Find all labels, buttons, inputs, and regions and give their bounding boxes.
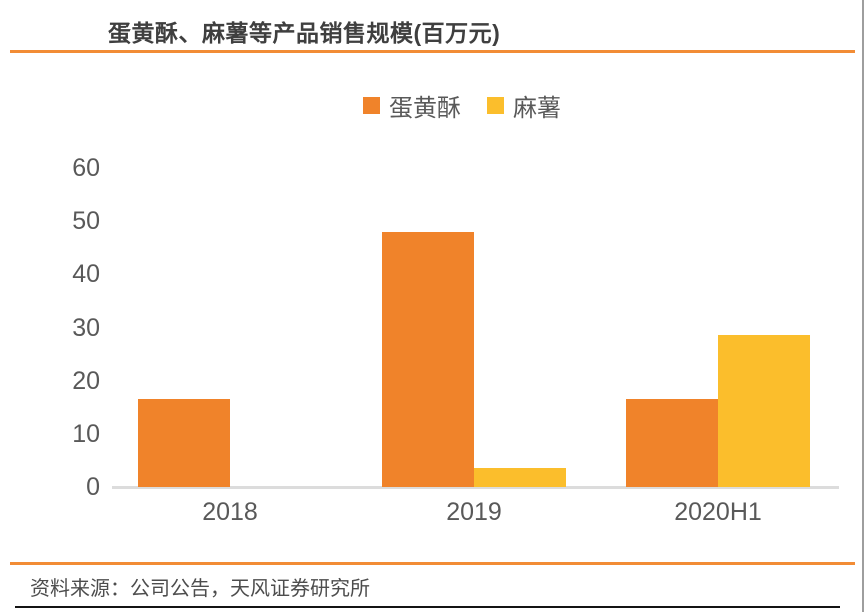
x-axis-label-2018: 2018 (202, 498, 258, 526)
bar-mochi-2019 (474, 468, 566, 487)
bar-egg-yolk-pastry-2018 (138, 399, 230, 487)
y-tick-label: 0 (86, 473, 100, 501)
y-tick-label: 30 (72, 313, 100, 342)
legend-swatch-orange-icon (363, 97, 380, 114)
x-axis-label-2019: 2019 (446, 498, 502, 526)
bar-mochi-2020H1 (718, 335, 810, 487)
legend-label: 蛋黄酥 (389, 95, 461, 122)
legend-swatch-yellow-icon (487, 97, 504, 114)
chart-legend: 蛋黄酥 麻薯 (0, 88, 866, 123)
chart-title: 蛋黄酥、麻薯等产品销售规模(百万元) (108, 20, 501, 46)
y-tick-label: 60 (72, 154, 100, 182)
legend-item-mochi: 麻薯 (487, 88, 561, 123)
source-note: 资料来源：公司公告，天风证券研究所 (30, 578, 370, 600)
title-underline (10, 50, 855, 53)
y-tick-label: 10 (72, 419, 100, 448)
x-axis-label-2020H1: 2020H1 (674, 498, 762, 526)
plot-area (108, 168, 840, 489)
bottom-border (15, 606, 840, 608)
legend-item-egg-yolk-pastry: 蛋黄酥 (363, 88, 461, 123)
right-border (862, 0, 864, 612)
x-axis-line (112, 486, 839, 489)
y-tick-label: 40 (72, 260, 100, 289)
footer-divider (10, 562, 855, 565)
y-tick-label: 50 (72, 207, 100, 236)
legend-label: 麻薯 (513, 95, 561, 122)
y-tick-label: 20 (72, 366, 100, 395)
bar-egg-yolk-pastry-2020H1 (626, 399, 718, 487)
bar-egg-yolk-pastry-2019 (382, 231, 474, 487)
